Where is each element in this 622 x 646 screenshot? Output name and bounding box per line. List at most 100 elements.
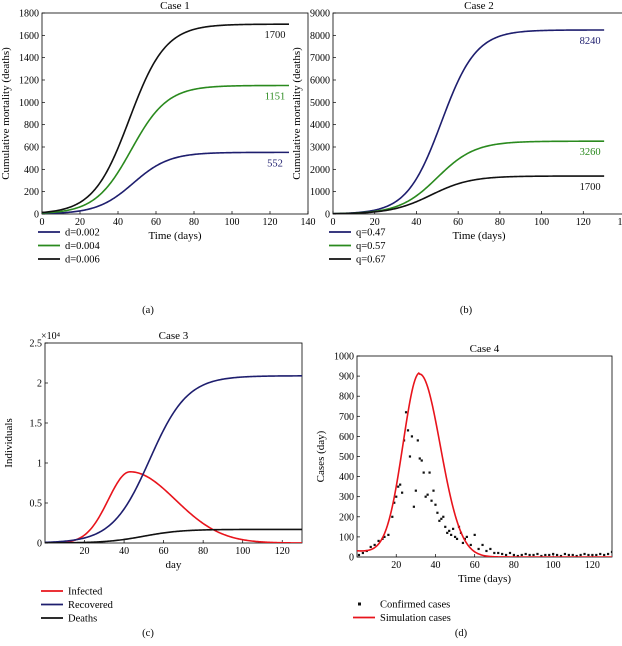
data-point bbox=[461, 541, 465, 545]
x-tick-label: 80 bbox=[189, 217, 199, 228]
data-point bbox=[408, 455, 412, 458]
data-point bbox=[512, 553, 516, 557]
series-line-simulation-cases bbox=[357, 372, 612, 557]
x-tick-label: 80 bbox=[198, 546, 208, 557]
y-tick-label: 6000 bbox=[310, 76, 330, 87]
data-point bbox=[583, 552, 586, 556]
x-tick-label: 60 bbox=[453, 217, 463, 228]
end-value-label: 1700 bbox=[265, 30, 286, 41]
chart-title: Case 1 bbox=[160, 0, 190, 12]
panel-b: Case 2 0 20 40 60 80 100 120 140 0 1000 2000 3000 400… bbox=[291, 0, 622, 316]
y-tick-label: 0 bbox=[37, 539, 42, 550]
data-point bbox=[489, 547, 492, 551]
data-point bbox=[455, 537, 459, 541]
y-tick-label: 400 bbox=[339, 472, 354, 483]
plot-frame bbox=[356, 355, 613, 558]
data-point bbox=[448, 529, 451, 532]
x-axis-label: Time (days) bbox=[148, 230, 201, 242]
data-point bbox=[446, 531, 449, 534]
legend-label: Infected bbox=[68, 587, 103, 598]
data-point bbox=[395, 495, 398, 498]
data-point bbox=[516, 554, 519, 557]
legend-label: q=0.47 bbox=[356, 228, 386, 239]
y-tick-label: 1000 bbox=[310, 187, 330, 198]
data-point bbox=[444, 525, 447, 528]
y-tick-label: 300 bbox=[339, 492, 354, 503]
panel-label: (b) bbox=[460, 305, 473, 316]
legend-label: Simulation cases bbox=[380, 613, 451, 624]
data-point bbox=[528, 553, 531, 557]
x-tick-label: 120 bbox=[576, 217, 591, 228]
legend-label: q=0.57 bbox=[356, 241, 386, 252]
y-tick-label: 0 bbox=[325, 210, 330, 221]
y-tick-label: 2 bbox=[37, 379, 42, 390]
chart-title: Case 4 bbox=[470, 343, 500, 355]
x-tick-label: 20 bbox=[75, 217, 85, 228]
x-tick-label: 100 bbox=[225, 217, 240, 228]
panel-label: (c) bbox=[142, 628, 154, 639]
y-tick-label: 5000 bbox=[310, 98, 330, 109]
series-line-d-0-002 bbox=[42, 151, 289, 214]
plot-area bbox=[333, 29, 605, 214]
plot-frame bbox=[44, 342, 303, 544]
data-point bbox=[610, 550, 612, 554]
legend-label: Confirmed cases bbox=[380, 600, 450, 611]
end-value-label: 1151 bbox=[265, 91, 286, 102]
legend-label: q=0.67 bbox=[356, 255, 386, 266]
y-tick-label: 1200 bbox=[19, 76, 39, 87]
y-tick-label: 8000 bbox=[310, 31, 330, 42]
x-tick-label: 120 bbox=[275, 546, 290, 557]
data-point bbox=[369, 545, 372, 549]
legend-marker bbox=[358, 602, 361, 606]
x-tick-label: 60 bbox=[151, 217, 161, 228]
y-tick-label: 1 bbox=[37, 459, 42, 470]
data-point bbox=[603, 553, 606, 557]
end-value-label: 552 bbox=[267, 158, 283, 169]
data-point bbox=[595, 553, 598, 557]
series-line-infected bbox=[45, 470, 302, 543]
legend-label: d=0.004 bbox=[65, 241, 101, 252]
x-tick-label: 140 bbox=[301, 217, 316, 228]
data-point bbox=[391, 515, 394, 518]
x-tick-label: 20 bbox=[391, 560, 401, 571]
data-point bbox=[430, 499, 433, 502]
x-tick-label: 60 bbox=[159, 546, 169, 557]
x-tick-label: 0 bbox=[331, 217, 336, 228]
data-point bbox=[571, 553, 574, 557]
data-point bbox=[434, 503, 437, 506]
series-line-q-0-57 bbox=[333, 140, 605, 214]
chart-title: Case 3 bbox=[159, 330, 189, 342]
x-tick-label: 60 bbox=[470, 560, 480, 571]
legend-label: d=0.002 bbox=[65, 228, 100, 239]
y-tick-label: 200 bbox=[24, 187, 39, 198]
plot-frame bbox=[332, 12, 622, 215]
data-point bbox=[442, 515, 445, 518]
y-axis-label: Cumulative mortality (deaths) bbox=[0, 47, 12, 180]
plot-area bbox=[42, 23, 290, 214]
y-tick-label: 800 bbox=[339, 392, 354, 403]
data-point bbox=[579, 553, 582, 557]
x-axis-label: Time (days) bbox=[458, 573, 511, 585]
data-point bbox=[453, 535, 457, 538]
y-tick-label: 800 bbox=[24, 120, 39, 131]
series-line-d-0-006 bbox=[42, 23, 290, 214]
x-axis-label: day bbox=[166, 559, 182, 571]
series-line-q-0-47 bbox=[333, 29, 605, 214]
x-tick-label: 120 bbox=[585, 560, 600, 571]
data-point bbox=[414, 489, 417, 492]
data-point bbox=[438, 519, 441, 522]
data-point bbox=[606, 552, 610, 556]
x-tick-label: 20 bbox=[370, 217, 380, 228]
data-point bbox=[387, 533, 390, 536]
panel-label: (d) bbox=[455, 628, 468, 639]
x-tick-label: 0 bbox=[40, 217, 45, 228]
data-point bbox=[422, 471, 425, 474]
y-tick-label: 1800 bbox=[19, 9, 39, 20]
data-point bbox=[493, 551, 496, 555]
plot-area bbox=[45, 375, 302, 543]
x-tick-label: 40 bbox=[411, 217, 421, 228]
y-tick-label: 1.5 bbox=[30, 419, 43, 430]
y-scale-label: ×10⁴ bbox=[41, 331, 61, 342]
data-point bbox=[555, 553, 559, 557]
